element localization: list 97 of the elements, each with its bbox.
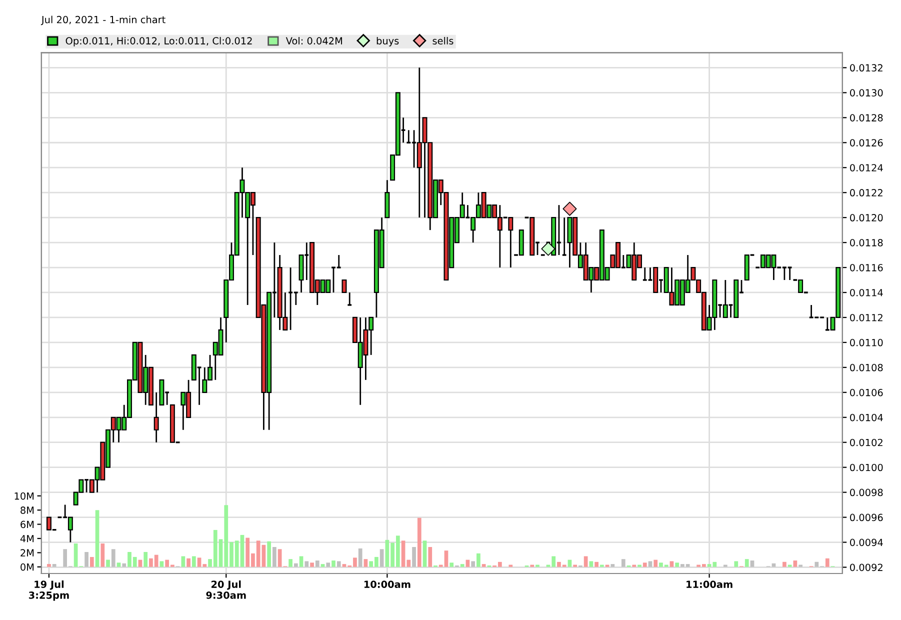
candlestick — [342, 279, 347, 294]
bar — [642, 562, 647, 567]
y-tick-label: 0.0096 — [850, 514, 883, 522]
bar — [299, 556, 304, 567]
bar — [734, 561, 738, 567]
y2-tick-label: 8M — [20, 506, 34, 514]
x-tick-label: 20 Jul 9:30am — [206, 580, 246, 599]
bar — [332, 560, 336, 567]
bar — [84, 552, 88, 567]
y-tick-label: 0.0092 — [850, 564, 882, 572]
y-tick-label: 0.0116 — [850, 264, 883, 272]
y-tick-label: 0.0104 — [850, 414, 883, 422]
bar — [450, 562, 454, 567]
bar — [750, 560, 754, 567]
x-tick-label: 10:00am — [364, 580, 410, 588]
bar — [654, 560, 658, 567]
bar — [181, 556, 186, 567]
x-tick-label: 19 Jul 3:25pm — [28, 580, 69, 601]
bar — [294, 563, 298, 567]
bar — [47, 564, 51, 567]
bar — [192, 556, 196, 567]
bar — [471, 561, 476, 567]
bar — [358, 548, 362, 567]
y2-tick-label: 4M — [20, 535, 34, 542]
bar — [272, 547, 276, 567]
y-tick-label: 0.0114 — [850, 288, 883, 296]
candlestick — [808, 304, 814, 318]
y-tick-label: 0.0102 — [850, 438, 882, 446]
bar — [782, 562, 786, 567]
bar — [106, 560, 110, 567]
legend-label: buys — [376, 36, 399, 46]
y-tick-label: 0.0122 — [850, 189, 882, 196]
bar — [589, 561, 594, 567]
y-tick-label: 0.0112 — [850, 314, 882, 322]
candlestick — [346, 292, 352, 306]
bar — [675, 562, 680, 567]
y-tick-label: 0.0124 — [850, 164, 883, 172]
bar — [310, 562, 314, 567]
legend-label: Op:0.011, Hi:0.012, Lo:0.011, Cl:0.012 — [66, 36, 252, 46]
bar — [428, 547, 432, 567]
bar — [320, 564, 325, 567]
x-tick-label: 11:00am — [686, 580, 732, 588]
y-tick-label: 0.0126 — [850, 139, 883, 146]
bar — [315, 560, 320, 567]
y-tick-label: 0.0130 — [850, 89, 883, 96]
y2-tick-label: 2M — [20, 549, 34, 556]
bar — [584, 556, 588, 567]
bar — [610, 564, 615, 567]
legend-label: Vol: 0.042M — [286, 36, 342, 44]
bar — [793, 560, 798, 567]
bar — [304, 561, 309, 567]
bar — [122, 563, 126, 567]
chart-subtitle: Jul 20, 2021 - 1-min chart — [40, 16, 166, 26]
candlestick — [642, 266, 648, 281]
bar — [412, 547, 416, 567]
bar — [116, 562, 121, 567]
bar — [364, 559, 368, 567]
y-tick-label: 0.0094 — [850, 538, 883, 546]
y-tick-label: 0.0108 — [850, 364, 883, 372]
bar — [380, 549, 384, 567]
bar — [648, 561, 652, 567]
bar — [90, 556, 94, 567]
bar — [267, 541, 272, 567]
y-tick-label: 0.0120 — [850, 214, 883, 222]
bar — [186, 558, 190, 567]
y2-tick-label: 6M — [20, 520, 34, 528]
bar — [744, 559, 749, 567]
bar — [95, 510, 100, 567]
bar — [594, 562, 598, 567]
y-tick-label: 0.0106 — [850, 388, 883, 396]
y-tick-label: 0.0100 — [850, 464, 883, 472]
bar — [460, 564, 464, 567]
legend-label: sells — [432, 36, 454, 44]
y-tick-label: 0.0118 — [850, 239, 883, 246]
bar — [52, 564, 56, 567]
bar — [422, 540, 427, 567]
y2-tick-label: 0M — [20, 563, 34, 571]
bar — [111, 549, 116, 567]
bar — [670, 561, 674, 567]
bar — [144, 552, 148, 567]
y-tick-label: 0.0128 — [850, 114, 883, 122]
bar — [160, 561, 164, 567]
bar — [100, 543, 105, 567]
y-tick-label: 0.0098 — [850, 488, 883, 496]
bar — [417, 518, 422, 567]
bar — [482, 564, 486, 567]
y-tick-label: 0.0110 — [850, 338, 883, 346]
candlestick — [562, 216, 568, 256]
bar — [621, 559, 626, 567]
bar — [326, 562, 330, 567]
candlestick — [154, 392, 159, 444]
bar — [476, 553, 480, 567]
bar — [288, 559, 292, 567]
y-tick-label: 0.0132 — [850, 64, 882, 72]
y2-tick-label: 10M — [14, 492, 34, 500]
bar — [336, 561, 341, 567]
bar — [825, 558, 830, 567]
